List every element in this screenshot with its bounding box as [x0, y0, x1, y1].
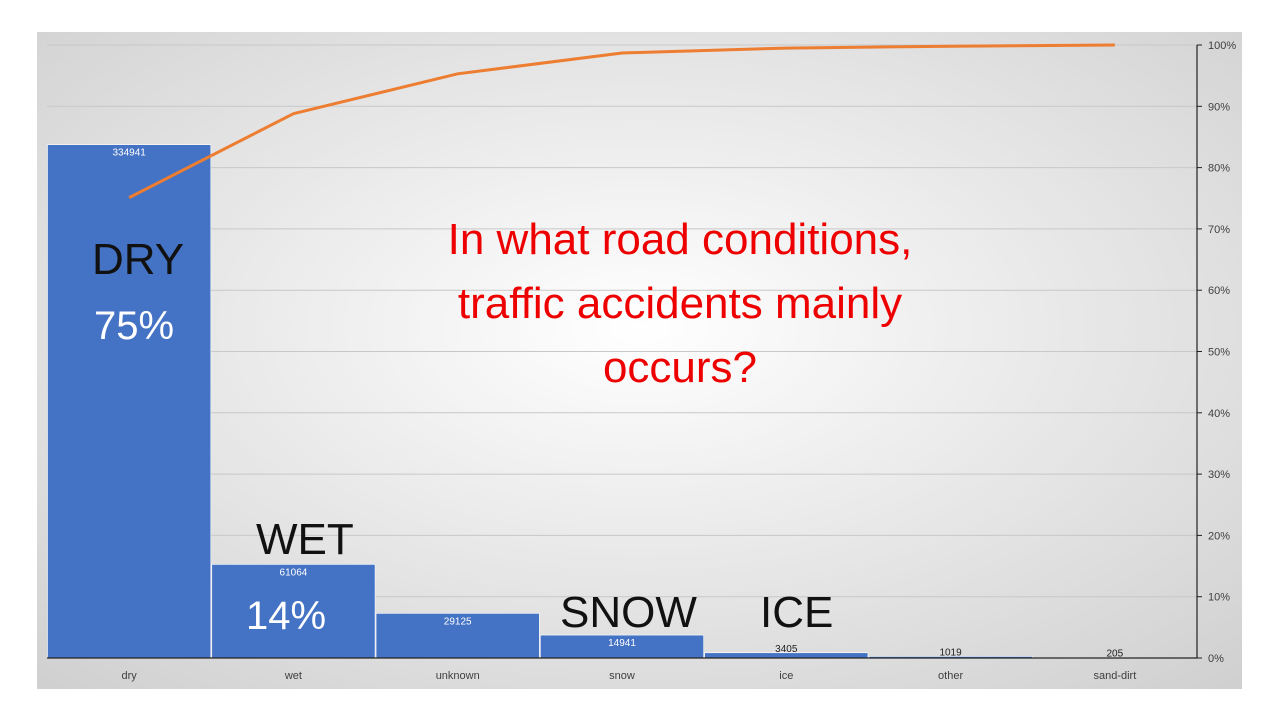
secondary-axis-tick-label: 80%	[1208, 163, 1230, 175]
wet-name-annotation: WET	[256, 515, 354, 564]
bar-dry	[47, 144, 212, 659]
dry-name-annotation: DRY	[92, 235, 185, 284]
bar-value-label: 61064	[280, 567, 308, 578]
bar-value-label: 3405	[775, 644, 798, 655]
ice-name-annotation: ICE	[760, 588, 834, 637]
secondary-axis-tick-label: 100%	[1208, 40, 1236, 52]
secondary-axis-tick-label: 90%	[1208, 101, 1230, 113]
secondary-axis-tick-label: 0%	[1208, 653, 1224, 665]
secondary-axis-tick-label: 10%	[1208, 592, 1230, 604]
category-label: wet	[284, 670, 302, 682]
secondary-axis-tick-label: 50%	[1208, 347, 1230, 359]
category-label: unknown	[436, 670, 480, 682]
category-label: sand-dirt	[1093, 670, 1136, 682]
category-label: other	[938, 670, 963, 682]
bar-value-label: 29125	[444, 616, 472, 627]
question-annotation: In what road conditions, traffic acciden…	[447, 215, 913, 392]
bar-wet	[211, 564, 376, 659]
bar-unknown	[375, 613, 540, 659]
bar-value-label: 14941	[608, 638, 636, 649]
secondary-axis-tick-label: 30%	[1208, 469, 1230, 481]
bar-value-label: 1019	[939, 647, 962, 658]
category-label: dry	[122, 670, 138, 682]
category-label: ice	[779, 670, 793, 682]
category-label: snow	[609, 670, 635, 682]
secondary-axis-tick-label: 20%	[1208, 530, 1230, 542]
cumulative-percent-line	[128, 43, 1115, 199]
secondary-axis-tick-label: 60%	[1208, 285, 1230, 297]
bar-value-label: 334941	[112, 148, 146, 159]
secondary-axis-tick-label: 40%	[1208, 408, 1230, 420]
snow-name-annotation: SNOW	[560, 588, 697, 637]
bar-value-label: 205	[1107, 649, 1124, 660]
secondary-axis-tick-label: 70%	[1208, 224, 1230, 236]
dry-percent-annotation: 75%	[94, 304, 175, 348]
wet-percent-annotation: 14%	[246, 594, 327, 638]
